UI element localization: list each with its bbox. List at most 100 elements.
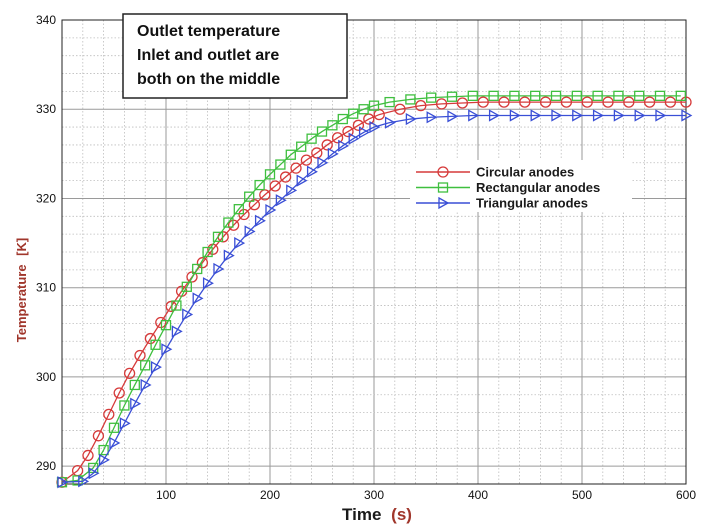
x-tick-label: 400 <box>468 488 488 502</box>
data-point <box>186 271 198 283</box>
y-tick-label: 300 <box>36 370 56 384</box>
data-point <box>155 316 167 329</box>
data-point <box>254 214 266 227</box>
annotation-box: Outlet temperature Inlet and outlet are … <box>122 13 348 99</box>
data-point <box>394 103 406 115</box>
data-point <box>171 325 183 338</box>
data-point <box>285 149 296 160</box>
legend-swatch-marker <box>437 166 449 178</box>
legend-item: Rectangular anodes <box>416 180 600 195</box>
data-point <box>415 100 427 112</box>
data-point <box>92 430 105 442</box>
data-point <box>134 349 146 362</box>
data-point <box>327 147 339 160</box>
data-point <box>426 111 438 124</box>
x-axis-label: Time (s) <box>342 505 412 524</box>
data-point <box>227 219 240 231</box>
data-point <box>572 109 584 122</box>
data-point <box>196 257 209 269</box>
data-point <box>119 400 130 411</box>
data-point <box>498 96 510 108</box>
legend-label: Triangular anodes <box>476 196 588 211</box>
data-point <box>675 90 686 101</box>
data-point <box>109 436 121 450</box>
x-tick-label: 300 <box>364 488 384 502</box>
y-tick-label: 340 <box>36 13 56 27</box>
data-point <box>306 133 317 144</box>
data-point <box>446 91 458 102</box>
data-point <box>244 225 256 238</box>
data-point <box>98 444 109 456</box>
legend-item: Triangular anodes <box>416 196 588 211</box>
data-point <box>384 96 395 108</box>
data-point <box>202 277 214 290</box>
data-point <box>275 194 287 207</box>
data-point <box>223 217 234 228</box>
data-point <box>103 408 115 421</box>
data-point <box>681 109 693 122</box>
data-point <box>108 422 120 433</box>
data-point <box>447 110 459 123</box>
data-point <box>171 300 182 311</box>
data-point <box>123 367 136 380</box>
data-point <box>571 90 582 101</box>
data-point <box>551 109 563 122</box>
data-point <box>530 109 542 122</box>
plot-frame <box>61 19 687 485</box>
data-point <box>144 332 157 345</box>
y-tick-label: 290 <box>36 459 56 473</box>
data-point <box>248 199 261 211</box>
data-point <box>161 343 173 356</box>
y-tick-label: 320 <box>36 191 56 205</box>
data-point <box>363 113 375 125</box>
data-point <box>317 156 329 169</box>
legend-item: Circular anodes <box>416 165 574 180</box>
data-point <box>119 417 131 430</box>
data-point <box>160 320 172 331</box>
data-point <box>57 476 69 489</box>
data-point <box>348 132 360 145</box>
legend-label: Circular anodes <box>476 165 574 180</box>
data-point <box>560 96 573 108</box>
data-point <box>286 184 298 197</box>
chart-series <box>56 90 693 489</box>
data-point <box>592 109 604 122</box>
data-point <box>488 90 499 101</box>
data-point <box>358 126 370 139</box>
data-point <box>358 104 369 115</box>
data-point <box>327 120 338 131</box>
x-axis-label-unit: (s) <box>391 505 412 524</box>
data-point <box>279 171 292 183</box>
data-point <box>331 132 344 144</box>
data-point <box>530 90 541 101</box>
series-triangle-right <box>57 109 693 489</box>
data-point <box>82 449 94 462</box>
data-point <box>426 92 437 103</box>
data-point <box>113 387 125 399</box>
data-point <box>655 109 667 122</box>
data-point <box>129 379 140 391</box>
data-point <box>150 339 161 350</box>
data-point <box>613 109 625 122</box>
data-point <box>405 112 417 126</box>
data-point <box>342 125 354 138</box>
legend-swatch-marker <box>437 182 449 193</box>
data-point <box>78 475 90 488</box>
data-point <box>300 154 313 166</box>
y-tick-label: 310 <box>36 281 56 295</box>
data-point <box>435 98 448 110</box>
data-point <box>368 100 380 111</box>
data-point <box>519 96 531 108</box>
data-point <box>72 475 83 486</box>
data-point <box>509 90 520 101</box>
data-point <box>613 90 624 101</box>
data-point <box>384 116 396 129</box>
x-tick-label: 500 <box>572 488 592 502</box>
plot-border <box>61 19 687 485</box>
data-point <box>664 96 677 108</box>
data-point <box>321 139 333 151</box>
data-point <box>456 97 469 109</box>
data-point <box>202 246 213 258</box>
